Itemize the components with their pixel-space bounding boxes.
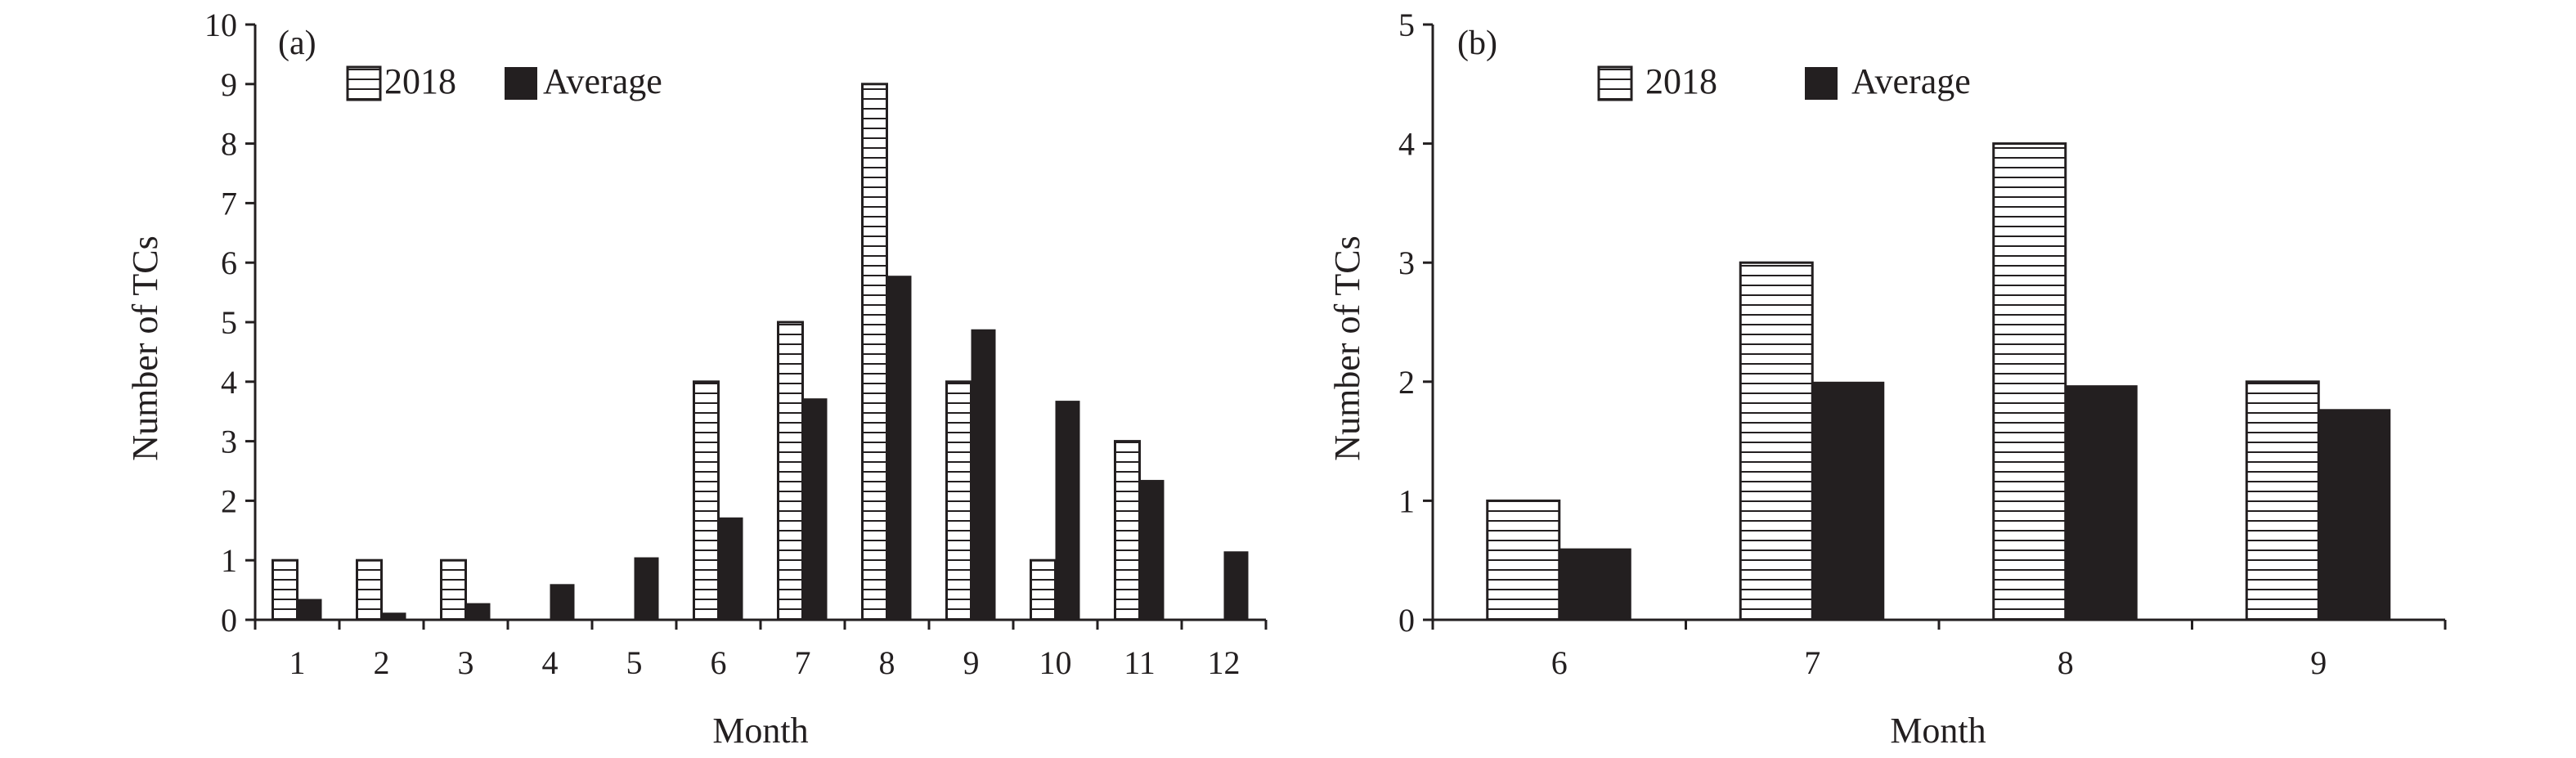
panel-label-b: (b): [1457, 25, 1497, 62]
bar-average-a: [550, 584, 575, 620]
bar-average-b: [1812, 381, 1885, 620]
bar-average-b: [1559, 548, 1631, 620]
legend-label-average-a: Average: [543, 61, 662, 101]
bar-2018-a: [1114, 440, 1141, 621]
x-tick-label-a: 7: [795, 644, 811, 681]
bar-average-a: [465, 603, 491, 620]
bar-2018-b: [1992, 142, 2067, 621]
y-tick-label-a: 10: [204, 7, 237, 43]
bar-average-a: [886, 276, 912, 620]
y-tick-label-a: 3: [221, 424, 237, 460]
y-tick-label-b: 3: [1398, 244, 1415, 281]
bar-2018-a: [945, 380, 972, 621]
bar-average-a: [1223, 551, 1249, 620]
y-tick-label-a: 5: [221, 304, 237, 341]
y-tick-label-a: 8: [221, 126, 237, 163]
y-tick-label-a: 4: [221, 364, 237, 401]
legend-label-2018-a: 2018: [384, 61, 456, 101]
bar-2018-b: [1486, 499, 1561, 621]
legend-swatch-2018-a: [346, 65, 382, 101]
y-tick-label-b: 4: [1398, 126, 1415, 163]
bar-2018-a: [693, 380, 720, 621]
panel-label-a: (a): [278, 25, 316, 62]
bar-2018-a: [861, 83, 888, 621]
y-tick-label-b: 0: [1398, 602, 1415, 639]
chart-panel-b: (b) Number of TCs Month 2018 Average 0 1 2…: [1327, 7, 2447, 751]
legend-a: 2018 Average: [346, 61, 662, 101]
y-tick-label-b: 2: [1398, 364, 1415, 401]
y-tick-label-a: 6: [221, 244, 237, 281]
x-tick-label-a: 8: [879, 644, 895, 681]
y-tick-label-a: 0: [221, 602, 237, 639]
bar-average-b: [2065, 385, 2138, 620]
x-tick-label-b: 7: [1804, 644, 1820, 681]
bar-average-a: [802, 398, 828, 620]
legend-label-average-b: Average: [1851, 61, 1971, 101]
bar-2018-b: [2245, 380, 2320, 621]
x-tick-label-a: 2: [374, 644, 390, 681]
bar-2018-a: [356, 558, 383, 621]
legend-swatch-average-a: [505, 67, 537, 100]
x-tick-label-a: 1: [289, 644, 306, 681]
x-tick-label-a: 5: [626, 644, 643, 681]
y-tick-label-b: 1: [1398, 482, 1415, 519]
y-tick-label-a: 9: [221, 66, 237, 103]
bar-average-a: [971, 329, 996, 620]
bar-2018-a: [272, 558, 298, 621]
legend-swatch-average-b: [1805, 67, 1838, 100]
x-tick-label-b: 8: [2058, 644, 2074, 681]
x-tick-label-b: 9: [2310, 644, 2327, 681]
bar-average-a: [1055, 401, 1080, 620]
bar-average-a: [1139, 479, 1165, 620]
bar-2018-a: [777, 321, 804, 621]
legend-label-2018-b: 2018: [1645, 61, 1717, 101]
x-tick-label-a: 4: [542, 644, 559, 681]
y-tick-label-a: 2: [221, 482, 237, 519]
x-tick-label-a: 3: [458, 644, 474, 681]
x-tick-label-a: 12: [1208, 644, 1241, 681]
legend-b: 2018 Average: [1597, 61, 1971, 101]
bar-average-a: [297, 599, 322, 620]
x-tick-label-b: 6: [1551, 644, 1568, 681]
x-tick-label-a: 11: [1124, 644, 1156, 681]
bar-average-a: [381, 612, 406, 620]
x-axis-title-b: Month: [1890, 711, 1986, 751]
x-axis-title-a: Month: [712, 711, 808, 751]
y-tick-label-a: 1: [221, 542, 237, 579]
legend-swatch-2018-b: [1597, 65, 1633, 101]
bar-2018-b: [1739, 261, 1814, 621]
bar-2018-a: [440, 558, 467, 621]
y-axis-title-a: Number of TCs: [125, 235, 165, 460]
bar-2018-a: [1030, 558, 1057, 621]
y-axis-title-b: Number of TCs: [1327, 235, 1367, 460]
y-tick-label-a: 7: [221, 185, 237, 222]
bar-average-a: [634, 557, 659, 620]
x-tick-label-a: 9: [963, 644, 980, 681]
x-tick-label-a: 6: [711, 644, 727, 681]
chart-panel-a: (a) Number of TCs Month 2018 Average 012…: [125, 7, 1268, 751]
bar-average-a: [718, 517, 743, 620]
bar-average-b: [2318, 409, 2391, 620]
x-tick-label-a: 10: [1039, 644, 1072, 681]
y-tick-label-b: 5: [1398, 7, 1415, 43]
